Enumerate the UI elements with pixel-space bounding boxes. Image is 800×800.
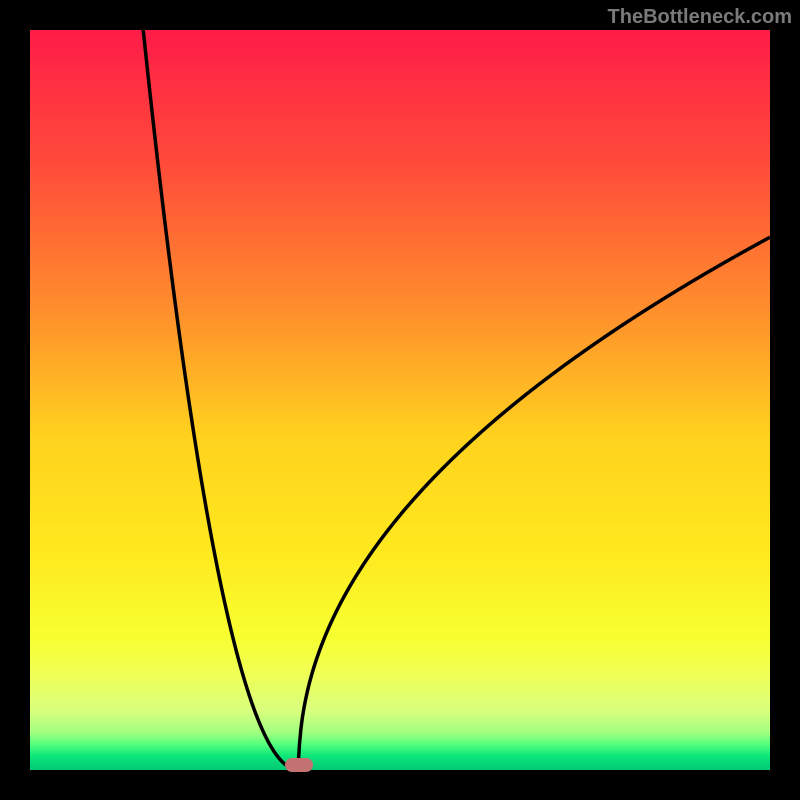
chart-frame: TheBottleneck.com: [0, 0, 800, 800]
sweet-spot-marker: [285, 758, 313, 772]
bottleneck-curve: [30, 30, 770, 770]
watermark-text: TheBottleneck.com: [608, 6, 792, 29]
